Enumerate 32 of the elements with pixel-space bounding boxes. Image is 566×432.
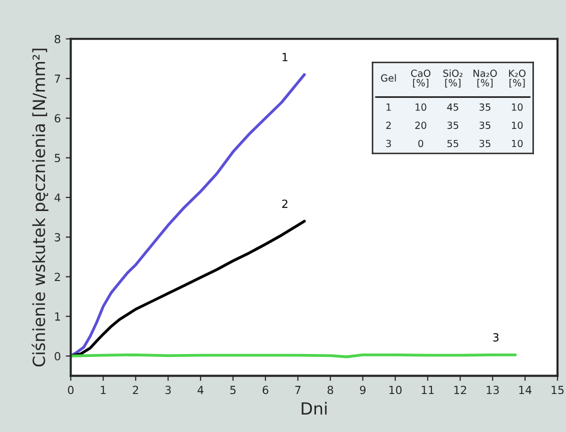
y-tick-label: 2 <box>54 272 60 281</box>
y-axis-title: Ciśnienie wskutek pęcznienia [N/mm²] <box>32 48 48 366</box>
x-tick-label: 5 <box>230 386 236 394</box>
y-tick-label: 4 <box>54 194 60 202</box>
y-tick-label: 6 <box>54 114 60 123</box>
y-tick-label: 1 <box>55 312 60 321</box>
y-tick-label: 3 <box>54 233 60 242</box>
x-tick-label: 6 <box>262 386 268 394</box>
line-series <box>70 73 306 358</box>
series-label: 3 <box>493 333 499 342</box>
y-tick-label: 8 <box>54 34 60 44</box>
x-tick-label: 12 <box>454 386 466 394</box>
y-tick-label: 5 <box>54 154 60 162</box>
x-tick-label: 4 <box>198 386 204 394</box>
x-tick-label: 10 <box>389 386 402 394</box>
line-series <box>70 220 306 358</box>
x-tick-label: 0 <box>68 386 74 394</box>
x-tick-label: 13 <box>486 386 499 394</box>
series-label: 1 <box>282 53 288 62</box>
x-tick-label: 11 <box>422 386 434 394</box>
x-tick-label: 7 <box>295 386 300 394</box>
y-tick-label: 7 <box>54 74 60 83</box>
x-tick-label: 14 <box>519 386 532 394</box>
y-tick-label: 0 <box>54 352 60 360</box>
x-tick-label: 15 <box>552 386 564 394</box>
x-tick-label: 3 <box>165 386 171 394</box>
x-tick-label: 9 <box>360 386 366 394</box>
x-tick-label: 8 <box>328 386 334 394</box>
x-axis-title: Dni <box>302 402 327 415</box>
x-tick-label: 2 <box>132 386 138 394</box>
x-tick-label: 1 <box>100 386 106 394</box>
series-label: 2 <box>282 200 288 208</box>
